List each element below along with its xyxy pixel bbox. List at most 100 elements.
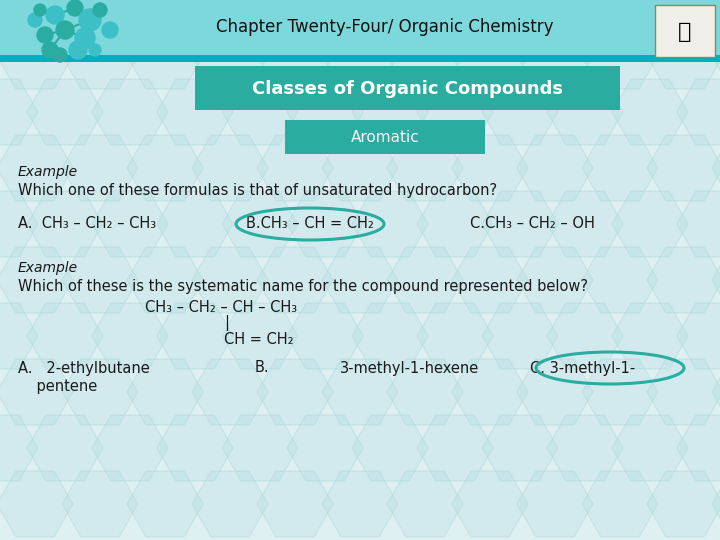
Text: Classes of Organic Compounds: Classes of Organic Compounds [251, 80, 562, 98]
Polygon shape [547, 79, 623, 145]
Polygon shape [612, 303, 688, 369]
Polygon shape [352, 303, 428, 369]
Polygon shape [222, 191, 298, 257]
Polygon shape [257, 135, 333, 201]
Circle shape [42, 42, 58, 58]
Polygon shape [0, 415, 38, 481]
Circle shape [37, 27, 53, 43]
Polygon shape [287, 303, 363, 369]
Circle shape [34, 4, 46, 16]
Polygon shape [482, 415, 558, 481]
Polygon shape [647, 23, 720, 89]
Polygon shape [582, 247, 658, 313]
Polygon shape [582, 359, 658, 425]
Polygon shape [352, 79, 428, 145]
Text: CH = CH₂: CH = CH₂ [224, 332, 294, 347]
Polygon shape [322, 247, 398, 313]
Polygon shape [62, 23, 138, 89]
Circle shape [53, 48, 67, 62]
Polygon shape [192, 247, 268, 313]
Bar [285, 120, 485, 154]
Polygon shape [0, 359, 73, 425]
Polygon shape [0, 135, 73, 201]
Polygon shape [27, 0, 103, 33]
Polygon shape [517, 23, 593, 89]
Polygon shape [157, 79, 233, 145]
Circle shape [102, 22, 118, 38]
Text: Chapter Twenty-Four/ Organic Chemistry: Chapter Twenty-Four/ Organic Chemistry [216, 18, 554, 36]
Polygon shape [387, 471, 463, 537]
Polygon shape [677, 79, 720, 145]
Polygon shape [647, 359, 720, 425]
Polygon shape [287, 415, 363, 481]
Polygon shape [452, 471, 528, 537]
Polygon shape [222, 303, 298, 369]
Circle shape [28, 13, 42, 27]
Polygon shape [222, 0, 298, 33]
Polygon shape [127, 247, 203, 313]
Polygon shape [0, 23, 73, 89]
Text: pentene: pentene [18, 380, 97, 395]
Polygon shape [482, 303, 558, 369]
Polygon shape [352, 0, 428, 33]
Polygon shape [27, 415, 103, 481]
Polygon shape [452, 247, 528, 313]
Polygon shape [517, 471, 593, 537]
Polygon shape [257, 23, 333, 89]
Bar [655, 5, 715, 57]
Polygon shape [612, 415, 688, 481]
Polygon shape [257, 359, 333, 425]
Polygon shape [387, 23, 463, 89]
Polygon shape [0, 247, 73, 313]
Polygon shape [0, 79, 38, 145]
Polygon shape [452, 135, 528, 201]
Polygon shape [647, 247, 720, 313]
Polygon shape [127, 359, 203, 425]
Circle shape [46, 6, 64, 24]
Polygon shape [482, 191, 558, 257]
Polygon shape [417, 303, 493, 369]
Polygon shape [582, 471, 658, 537]
Polygon shape [417, 79, 493, 145]
Polygon shape [712, 247, 720, 313]
Polygon shape [62, 247, 138, 313]
Polygon shape [452, 359, 528, 425]
Polygon shape [157, 0, 233, 33]
Text: |: | [224, 315, 229, 331]
Polygon shape [92, 0, 168, 33]
Polygon shape [222, 415, 298, 481]
Polygon shape [92, 191, 168, 257]
Polygon shape [322, 471, 398, 537]
Polygon shape [482, 79, 558, 145]
Polygon shape [712, 471, 720, 537]
Circle shape [75, 28, 95, 48]
Polygon shape [157, 415, 233, 481]
Polygon shape [287, 79, 363, 145]
Polygon shape [547, 415, 623, 481]
Text: CH₃ – CH₂ – CH – CH₃: CH₃ – CH₂ – CH – CH₃ [145, 300, 297, 315]
Polygon shape [0, 0, 38, 33]
Polygon shape [62, 359, 138, 425]
Polygon shape [452, 23, 528, 89]
Text: Example: Example [18, 165, 78, 179]
Polygon shape [257, 471, 333, 537]
Bar [0, 55, 720, 62]
Polygon shape [712, 23, 720, 89]
Text: Which of these is the systematic name for the compound represented below?: Which of these is the systematic name fo… [18, 280, 588, 294]
Text: B.: B. [255, 361, 269, 375]
Polygon shape [127, 471, 203, 537]
Text: A.  CH₃ – CH₂ – CH₃: A. CH₃ – CH₂ – CH₃ [18, 217, 156, 232]
Polygon shape [62, 471, 138, 537]
Polygon shape [62, 135, 138, 201]
Circle shape [69, 41, 87, 59]
Polygon shape [677, 415, 720, 481]
Polygon shape [647, 135, 720, 201]
Polygon shape [27, 79, 103, 145]
Polygon shape [322, 359, 398, 425]
Text: C.CH₃ – CH₂ – OH: C.CH₃ – CH₂ – OH [470, 217, 595, 232]
Polygon shape [0, 471, 73, 537]
Bar [195, 66, 620, 110]
Polygon shape [0, 191, 38, 257]
Circle shape [67, 0, 83, 16]
Circle shape [93, 3, 107, 17]
